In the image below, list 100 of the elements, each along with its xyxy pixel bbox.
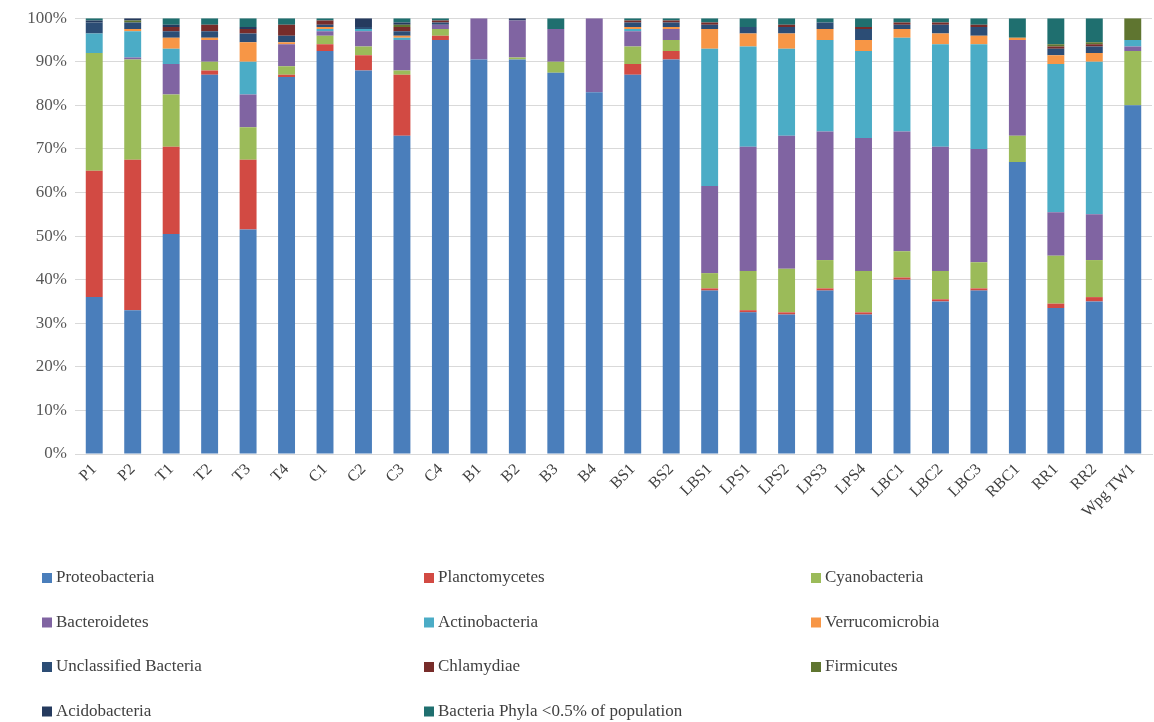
bar — [739, 26, 757, 34]
bar — [855, 314, 872, 454]
bar — [124, 22, 142, 30]
bar — [239, 18, 257, 27]
bar — [662, 50, 680, 60]
bar — [1047, 303, 1065, 309]
bar — [855, 138, 872, 271]
bar — [662, 59, 680, 454]
bar — [278, 42, 296, 45]
bar — [431, 29, 449, 36]
bar — [201, 31, 219, 38]
bar — [124, 29, 142, 32]
bar — [701, 48, 719, 186]
y-tick-label: 30% — [35, 312, 67, 332]
bar — [893, 37, 911, 132]
bar — [85, 22, 103, 34]
bar — [85, 170, 103, 298]
bar — [855, 50, 872, 139]
bar — [585, 18, 603, 93]
x-tick-label: T1 — [151, 459, 177, 485]
bar — [316, 31, 334, 36]
bar — [624, 74, 642, 454]
bar — [931, 299, 949, 302]
bar — [931, 33, 949, 45]
bar — [431, 35, 449, 40]
bar — [970, 18, 988, 25]
bar — [624, 31, 642, 47]
x-tick-label: B2 — [497, 459, 523, 486]
bar — [1047, 63, 1065, 213]
bar — [1008, 135, 1026, 163]
bar — [931, 24, 949, 34]
bar — [1085, 61, 1103, 215]
bar — [739, 46, 757, 147]
bar — [239, 33, 257, 43]
bar — [1085, 53, 1103, 62]
bar — [124, 57, 142, 60]
x-tick-label: P2 — [113, 459, 138, 484]
bar — [201, 24, 219, 32]
bar — [278, 66, 296, 75]
bar — [1008, 39, 1026, 136]
bar — [316, 20, 334, 25]
bar — [239, 229, 257, 454]
legend-label: Chlamydiae — [438, 656, 521, 676]
bar — [931, 301, 949, 454]
x-tick-label: T3 — [228, 459, 254, 485]
bar — [547, 72, 565, 454]
bar — [162, 233, 180, 454]
x-tick-label: RR2 — [1066, 459, 1100, 493]
bar — [508, 20, 526, 58]
bar — [1085, 18, 1103, 43]
bar — [201, 70, 219, 75]
bar — [355, 70, 372, 454]
bar — [431, 39, 449, 454]
bar — [662, 29, 680, 40]
bar — [1124, 105, 1142, 454]
x-tick-label: BS1 — [606, 459, 638, 492]
bar — [855, 312, 872, 315]
bar — [1047, 55, 1065, 64]
bar — [778, 48, 796, 136]
bar — [701, 18, 719, 23]
bar — [816, 18, 834, 23]
bar — [470, 59, 488, 454]
bar — [1047, 48, 1065, 56]
x-tick-label: RR1 — [1028, 459, 1061, 493]
x-tick-label: BS2 — [644, 459, 677, 492]
bar — [85, 53, 103, 171]
bar — [816, 290, 834, 454]
bar — [162, 63, 180, 95]
bar — [316, 50, 334, 454]
y-tick-label: 50% — [35, 225, 67, 245]
bar — [931, 146, 949, 271]
x-tick-label: B4 — [574, 459, 600, 486]
bar — [970, 26, 988, 36]
bar — [85, 297, 103, 454]
bar — [162, 18, 180, 25]
bar — [778, 268, 796, 313]
bar — [393, 26, 411, 32]
bar — [239, 94, 257, 128]
bar — [393, 31, 411, 36]
bar — [355, 31, 372, 47]
bar — [778, 312, 796, 315]
bar — [931, 18, 949, 23]
bar — [547, 29, 565, 62]
bar — [124, 31, 142, 58]
bar — [893, 251, 911, 278]
bar — [816, 29, 834, 40]
bar — [239, 29, 257, 34]
bar — [393, 135, 411, 454]
bar — [701, 288, 719, 291]
bar — [201, 39, 219, 62]
bar — [778, 24, 796, 27]
bar — [124, 59, 142, 160]
bar — [1124, 18, 1142, 40]
bar — [585, 92, 603, 454]
legend-label: Acidobacteria — [56, 700, 152, 720]
bar — [624, 63, 642, 75]
bar — [1047, 255, 1065, 304]
bar — [162, 48, 180, 64]
bar — [970, 24, 988, 27]
bar — [701, 22, 719, 25]
